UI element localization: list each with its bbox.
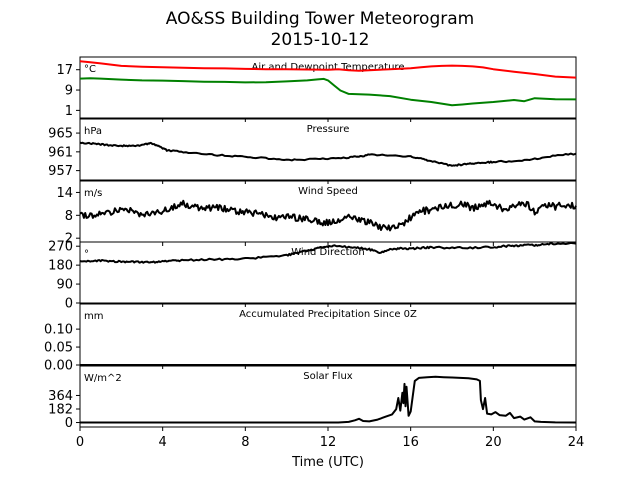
series-line bbox=[79, 77, 577, 107]
y-tick-label: 1 bbox=[65, 104, 73, 119]
panel-unit: mm bbox=[84, 311, 103, 322]
x-tick-label: 0 bbox=[76, 435, 84, 450]
y-tick-label: 961 bbox=[48, 145, 73, 160]
series-line bbox=[79, 241, 577, 264]
panel-5: 0.00 0.05 0.10 Accumulated Precipitation Si… bbox=[44, 303, 577, 374]
panel-title: Wind Direction bbox=[291, 247, 365, 258]
y-tick-label: 270 bbox=[48, 240, 73, 255]
x-tick-label: 4 bbox=[159, 435, 167, 450]
y-tick-label: 2 bbox=[65, 232, 73, 247]
chart-panels: 1 9 17 Air and Dewpoint Temperature °C 957 961… bbox=[44, 56, 577, 431]
panel-title: Accumulated Precipitation Since 0Z bbox=[239, 309, 417, 320]
panel-3: 2 8 14 Wind Speed m/s bbox=[56, 180, 577, 247]
x-tick-label: 20 bbox=[485, 435, 502, 450]
panel-title: Pressure bbox=[307, 124, 350, 135]
x-axis: 0 4 8 12 16 20 24 bbox=[76, 435, 584, 450]
y-tick-label: 965 bbox=[48, 127, 73, 142]
y-tick-label: 0.05 bbox=[44, 341, 73, 356]
panel-unit: m/s bbox=[84, 188, 102, 199]
chart-title-line1: AO&SS Building Tower Meteorogram bbox=[166, 9, 474, 29]
x-tick-label: 12 bbox=[320, 435, 337, 450]
y-tick-label: 180 bbox=[48, 259, 73, 274]
panel-1: 1 9 17 Air and Dewpoint Temperature °C bbox=[56, 56, 577, 122]
panel-unit: ° bbox=[84, 249, 89, 260]
y-tick-label: 14 bbox=[56, 186, 73, 201]
x-tick-label: 8 bbox=[241, 435, 249, 450]
panel-unit: W/m^2 bbox=[84, 373, 122, 384]
chart-title-line2: 2015-10-12 bbox=[271, 30, 370, 50]
y-tick-label: 0.10 bbox=[44, 323, 73, 338]
y-tick-label: 957 bbox=[48, 164, 73, 179]
y-tick-label: 17 bbox=[56, 63, 73, 78]
x-axis-label: Time (UTC) bbox=[291, 455, 364, 470]
series-line bbox=[79, 199, 577, 232]
y-tick-label: 8 bbox=[65, 209, 73, 224]
panel-title: Wind Speed bbox=[298, 186, 358, 197]
y-tick-label: 182 bbox=[48, 402, 73, 417]
panel-2: 957 961 965 Pressure hPa bbox=[48, 118, 577, 184]
y-tick-label: 90 bbox=[56, 278, 73, 293]
series-line bbox=[80, 375, 577, 424]
panel-title: Air and Dewpoint Temperature bbox=[252, 62, 405, 73]
panel-4: 0 90 180 270 Wind Direction ° bbox=[48, 240, 577, 312]
x-tick-label: 24 bbox=[568, 435, 585, 450]
panel-title: Solar Flux bbox=[303, 371, 353, 382]
y-tick-label: 0 bbox=[65, 416, 73, 431]
panel-unit: °C bbox=[84, 64, 96, 75]
series-line bbox=[79, 60, 577, 79]
x-tick-label: 16 bbox=[402, 435, 419, 450]
y-tick-label: 9 bbox=[65, 84, 73, 99]
y-tick-label: 0 bbox=[65, 297, 73, 312]
y-tick-label: 364 bbox=[48, 389, 73, 404]
panel-unit: hPa bbox=[84, 126, 102, 137]
y-tick-label: 0.00 bbox=[44, 359, 73, 374]
series-line bbox=[79, 141, 577, 167]
